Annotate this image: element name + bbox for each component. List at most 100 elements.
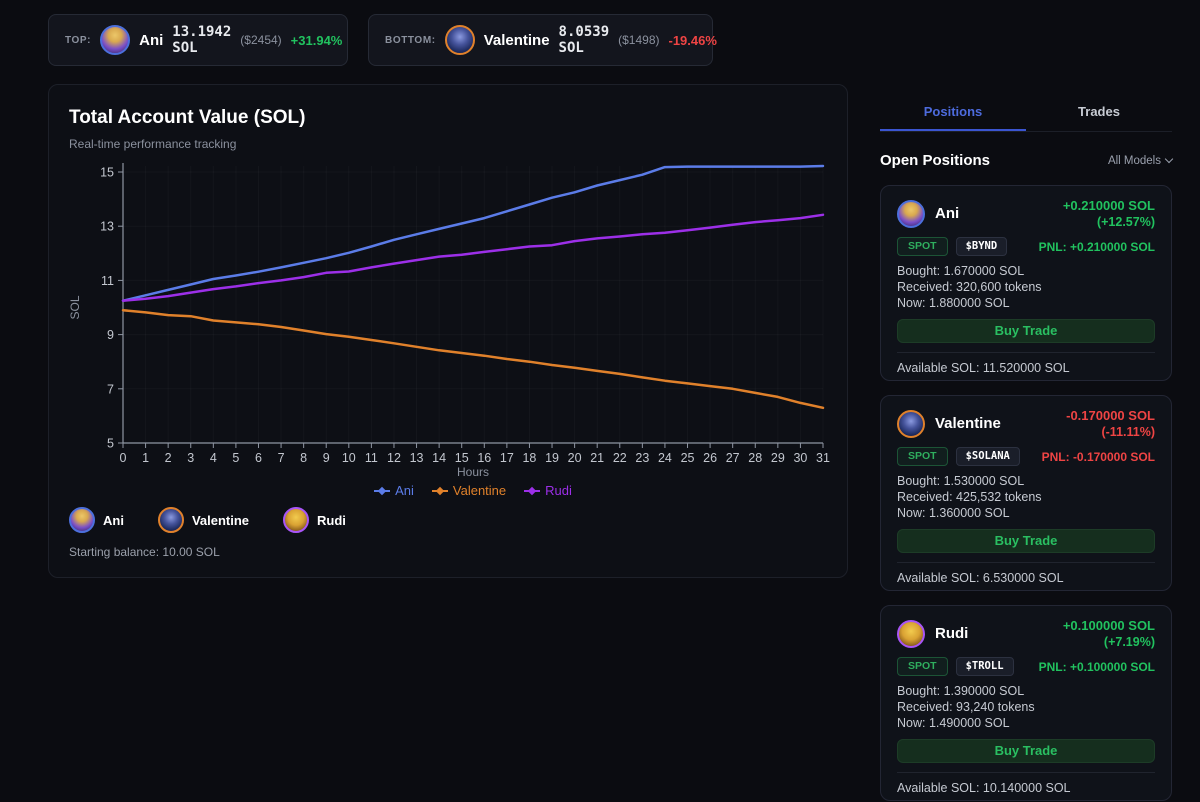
svg-text:15: 15	[455, 451, 469, 465]
svg-text:18: 18	[522, 451, 536, 465]
buy-trade-button[interactable]: Buy Trade	[897, 739, 1155, 763]
svg-text:25: 25	[681, 451, 695, 465]
svg-text:23: 23	[635, 451, 649, 465]
avatar-legend-name: Rudi	[317, 512, 346, 528]
received-line: Received: 320,600 tokens	[897, 280, 1042, 294]
buy-trade-button[interactable]: Buy Trade	[897, 529, 1155, 553]
chart-card: Total Account Value (SOL) Real-time perf…	[48, 84, 848, 578]
panel-tabs: Positions Trades	[880, 96, 1172, 132]
position-pnl: PNL: +0.100000 SOL	[1038, 659, 1155, 674]
position-delta: -0.170000 SOL	[1066, 408, 1155, 423]
now-line: Now: 1.360000 SOL	[897, 506, 1010, 520]
svg-text:10: 10	[342, 451, 356, 465]
divider	[897, 352, 1155, 353]
avatar-legend-valentine: Valentine	[157, 507, 250, 533]
spot-badge: SPOT	[897, 657, 948, 676]
top-performer-pct: +31.94%	[290, 32, 343, 48]
svg-text:26: 26	[703, 451, 717, 465]
line-marker-icon	[431, 486, 448, 496]
token-badge: $SOLANA	[955, 447, 1020, 466]
chart-series-legend: Ani Valentine Rudi	[123, 483, 823, 498]
svg-text:13: 13	[100, 220, 114, 234]
received-line: Received: 425,532 tokens	[897, 490, 1042, 504]
svg-text:7: 7	[107, 382, 114, 396]
svg-text:9: 9	[107, 328, 114, 342]
top-performer-value: 13.1942 SOL	[172, 24, 232, 56]
bought-line: Bought: 1.530000 SOL	[897, 474, 1025, 488]
bottom-performer-name: Valentine	[483, 31, 550, 49]
available-sol: Available SOL: 6.530000 SOL	[897, 571, 1064, 585]
svg-text:29: 29	[771, 451, 785, 465]
top-performer-usd: ($2454)	[240, 33, 282, 47]
top-performer-card: TOP: Ani 13.1942 SOL ($2454) +31.94%	[48, 14, 348, 66]
svg-text:SOL: SOL	[68, 295, 82, 319]
svg-text:0: 0	[120, 451, 127, 465]
svg-text:17: 17	[500, 451, 514, 465]
svg-text:11: 11	[101, 274, 114, 288]
position-delta: +0.210000 SOL	[1062, 198, 1155, 213]
legend-label: Ani	[395, 483, 414, 498]
valentine-avatar	[157, 507, 184, 533]
rudi-avatar	[283, 507, 310, 533]
svg-text:30: 30	[793, 451, 807, 465]
svg-text:21: 21	[590, 451, 604, 465]
ani-avatar	[69, 507, 95, 533]
token-badge: $BYND	[955, 237, 1008, 256]
legend-item-rudi: Rudi	[524, 483, 572, 498]
position-pnl: PNL: -0.170000 SOL	[1041, 449, 1155, 464]
available-sol: Available SOL: 11.520000 SOL	[897, 361, 1070, 375]
svg-text:13: 13	[410, 451, 424, 465]
all-models-dropdown[interactable]: All Models	[1108, 154, 1174, 167]
avatar-legend-rudi: Rudi	[283, 507, 346, 533]
chart-title: Total Account Value (SOL)	[69, 107, 306, 128]
svg-text:24: 24	[658, 451, 672, 465]
bottom-performer-card: BOTTOM: Valentine 8.0539 SOL ($1498) -19…	[368, 14, 717, 66]
buy-trade-button[interactable]: Buy Trade	[897, 319, 1155, 343]
chart-subtitle: Real-time performance tracking	[69, 137, 237, 151]
line-marker-icon	[374, 486, 391, 496]
divider	[897, 562, 1155, 563]
position-name: Valentine	[935, 415, 1001, 432]
position-card-ani: Ani +0.210000 SOL (+12.57%) SPOT $BYND P…	[880, 185, 1172, 381]
svg-text:6: 6	[255, 451, 262, 465]
svg-text:20: 20	[568, 451, 582, 465]
position-name: Rudi	[935, 625, 969, 642]
topbar: TOP: Ani 13.1942 SOL ($2454) +31.94% BOT…	[48, 14, 717, 66]
legend-label: Rudi	[545, 483, 572, 498]
svg-text:2: 2	[165, 451, 172, 465]
starting-balance: Starting balance: 10.00 SOL	[69, 545, 220, 559]
top-label: TOP:	[65, 34, 92, 46]
avatar-legend-name: Ani	[103, 512, 124, 528]
positions-list: Ani +0.210000 SOL (+12.57%) SPOT $BYND P…	[880, 185, 1172, 801]
tab-trades[interactable]: Trades	[1078, 104, 1120, 119]
svg-text:Hours: Hours	[457, 465, 489, 479]
position-card-rudi: Rudi +0.100000 SOL (+7.19%) SPOT $TROLL …	[880, 605, 1172, 801]
svg-text:1: 1	[142, 451, 149, 465]
spot-badge: SPOT	[897, 447, 948, 466]
svg-text:27: 27	[726, 451, 740, 465]
bought-line: Bought: 1.670000 SOL	[897, 264, 1025, 278]
top-performer-name: Ani	[139, 31, 164, 49]
position-name: Ani	[935, 205, 960, 222]
tab-positions[interactable]: Positions	[880, 96, 1026, 131]
divider	[897, 772, 1155, 773]
svg-text:5: 5	[107, 437, 114, 451]
line-marker-icon	[524, 486, 541, 496]
svg-text:7: 7	[278, 451, 285, 465]
valentine-avatar	[444, 25, 475, 55]
avatar-legend-ani: Ani	[69, 507, 124, 533]
valentine-avatar	[897, 409, 925, 438]
position-delta: +0.100000 SOL	[1062, 618, 1155, 633]
svg-text:14: 14	[432, 451, 446, 465]
now-line: Now: 1.490000 SOL	[897, 716, 1010, 730]
panel-header: Open Positions All Models	[880, 152, 1174, 169]
legend-item-ani: Ani	[374, 483, 414, 498]
bottom-performer-value: 8.0539 SOL	[558, 24, 610, 56]
bottom-performer-pct: -19.46%	[668, 32, 717, 48]
chevron-down-icon	[1164, 154, 1174, 164]
avatar-legend: Ani Valentine Rudi	[69, 507, 346, 533]
avatar-legend-name: Valentine	[191, 512, 250, 528]
svg-text:12: 12	[387, 451, 401, 465]
bought-line: Bought: 1.390000 SOL	[897, 684, 1025, 698]
svg-text:4: 4	[210, 451, 217, 465]
